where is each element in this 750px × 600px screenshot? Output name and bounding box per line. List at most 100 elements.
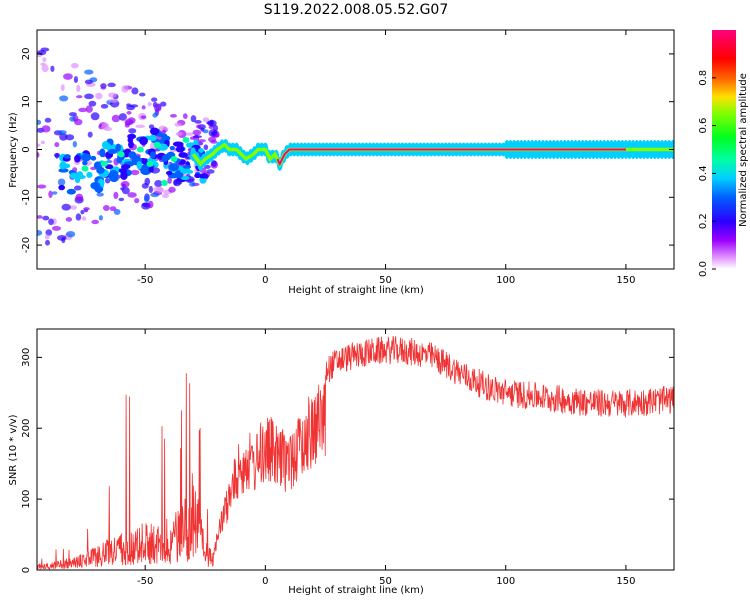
heatmap-blob xyxy=(148,134,157,142)
heatmap-noise-blob xyxy=(148,185,153,194)
heatmap-panel: -50 0 50 100 150 -20 -10 0 10 20 Height of strai… xyxy=(8,29,675,296)
heatmap-blob xyxy=(182,164,192,169)
y-tick-label: 10 xyxy=(21,95,32,108)
heatmap-noise-blob xyxy=(40,62,47,66)
colorbar: 0.0 0.2 0.4 0.6 0.8 Normalized spectral ampl… xyxy=(698,30,749,277)
snr-y-ticks: 0 100 200 300 xyxy=(21,348,674,573)
heatmap-noise-blob xyxy=(41,64,49,73)
heatmap-blob xyxy=(163,153,171,161)
heatmap-noise-blob xyxy=(68,112,77,117)
heatmap-noise-blob xyxy=(147,102,152,107)
heatmap-blob xyxy=(96,167,105,174)
heatmap-noise-blob xyxy=(210,140,218,144)
heatmap-noise-blob xyxy=(83,207,90,211)
heatmap-bright-blob xyxy=(117,151,125,158)
heatmap-noise-blob xyxy=(151,97,158,102)
heatmap-noise-blob xyxy=(100,86,106,90)
heatmap-noise-blob xyxy=(73,118,83,126)
heatmap-noise-blob xyxy=(182,113,188,120)
heatmap-blob xyxy=(115,143,122,152)
heatmap-noise-blob xyxy=(100,104,109,109)
heatmap-noise-blob xyxy=(111,114,121,123)
heatmap-noise-blob xyxy=(214,133,220,138)
heatmap-noise-blob xyxy=(56,235,67,241)
heatmap-noise-blob xyxy=(134,198,140,204)
heatmap-blob xyxy=(136,161,143,170)
colorbar-tick-label: 0.8 xyxy=(698,70,709,86)
heatmap-blob xyxy=(58,168,69,173)
y-tick-label: 100 xyxy=(21,490,32,509)
heatmap-noise-blob xyxy=(84,79,93,85)
snr-y-label: SNR (10 * v/v) xyxy=(8,414,19,485)
heatmap-noise-blob xyxy=(162,129,167,134)
heatmap-noise-blob xyxy=(59,95,69,102)
heatmap-noise-blob xyxy=(103,126,113,132)
y-tick-label: -10 xyxy=(21,189,32,205)
heatmap-noise-blob xyxy=(37,50,47,56)
heatmap-noise-blob xyxy=(57,178,66,186)
heatmap-noise-blob xyxy=(51,191,58,195)
heatmap-x-ticks: -50 0 50 100 150 xyxy=(137,30,635,286)
colorbar-label: Normalized spectral amplitude xyxy=(738,73,749,227)
heatmap-blob xyxy=(134,155,141,161)
heatmap-blob xyxy=(165,170,173,176)
heatmap-bright-blob xyxy=(153,141,161,148)
heatmap-blob xyxy=(108,172,114,180)
heatmap-marks xyxy=(37,47,674,246)
heatmap-noise-blob xyxy=(120,187,125,191)
heatmap-blob xyxy=(128,151,137,159)
heatmap-noise-blob xyxy=(54,152,60,159)
heatmap-noise-blob xyxy=(140,115,147,119)
heatmap-noise-blob xyxy=(162,193,169,199)
heatmap-bright-blob xyxy=(136,146,144,153)
heatmap-noise-blob xyxy=(203,144,209,151)
colorbar-tick-label: 0.2 xyxy=(698,213,709,229)
snr-marks xyxy=(37,336,674,570)
y-tick-label: 0 xyxy=(21,567,32,573)
snr-x-ticks: -50 0 50 100 150 xyxy=(137,329,635,587)
heatmap-blob xyxy=(107,149,117,155)
heatmap-noise-blob xyxy=(37,152,40,158)
snr-frame xyxy=(36,328,675,571)
x-tick-label: -50 xyxy=(137,576,153,587)
heatmap-noise-blob xyxy=(194,119,202,124)
heatmap-noise-blob xyxy=(135,124,145,129)
heatmap-noise-blob xyxy=(81,216,87,221)
heatmap-noise-blob xyxy=(45,239,50,246)
heatmap-noise-blob xyxy=(156,187,164,193)
chart-title: S119.2022.008.05.52.G07 xyxy=(264,2,449,18)
heatmap-noise-blob xyxy=(95,92,103,100)
heatmap-blob xyxy=(90,155,97,161)
heatmap-noise-blob xyxy=(200,127,205,132)
x-tick-label: 50 xyxy=(379,576,392,587)
heatmap-noise-blob xyxy=(60,84,65,92)
heatmap-noise-blob xyxy=(189,181,196,187)
heatmap-noise-blob xyxy=(44,117,52,123)
heatmap-blob xyxy=(120,171,128,180)
heatmap-noise-blob xyxy=(144,177,151,186)
heatmap-blob xyxy=(180,175,190,181)
heatmap-noise-blob xyxy=(131,87,139,95)
heatmap-noise-blob xyxy=(69,116,76,122)
heatmap-noise-blob xyxy=(40,140,45,145)
heatmap-noise-blob xyxy=(80,209,85,215)
heatmap-noise-blob xyxy=(128,128,137,134)
heatmap-blob xyxy=(178,152,188,158)
x-tick-label: 50 xyxy=(379,275,392,286)
heatmap-noise-blob xyxy=(108,98,119,103)
heatmap-noise-blob xyxy=(54,142,60,148)
heatmap-blob xyxy=(168,163,180,172)
heatmap-noise-blob xyxy=(109,206,117,212)
heatmap-noise-blob xyxy=(211,160,217,168)
y-tick-label: 300 xyxy=(21,348,32,367)
heatmap-noise-blob xyxy=(72,140,78,148)
heatmap-noise-blob xyxy=(85,105,93,113)
heatmap-noise-blob xyxy=(88,100,97,107)
heatmap-noise-blob xyxy=(206,121,214,125)
heatmap-noise-blob xyxy=(59,133,68,141)
heatmap-noise-blob xyxy=(37,143,41,147)
heatmap-noise-blob xyxy=(148,200,154,209)
heatmap-noise-blob xyxy=(185,132,194,136)
heatmap-noise-blob xyxy=(143,195,150,203)
